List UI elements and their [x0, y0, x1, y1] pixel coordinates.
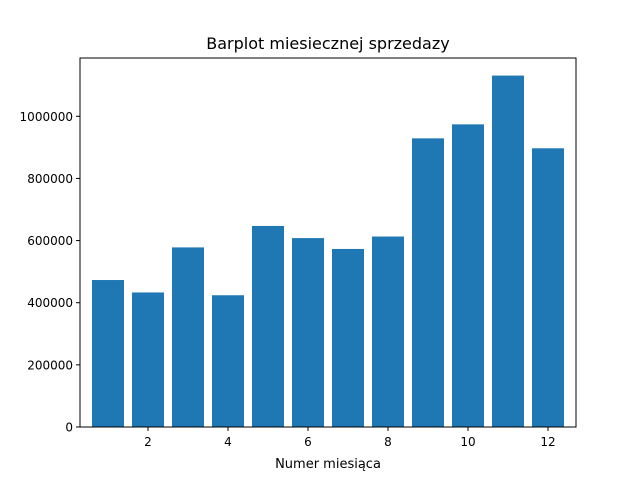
x-tick-label: 4: [224, 435, 232, 449]
x-tick-label: 6: [304, 435, 312, 449]
y-tick-label: 0: [65, 421, 73, 435]
y-tick-label: 600000: [27, 234, 73, 248]
x-tick-label: 2: [144, 435, 152, 449]
x-tick-label: 8: [384, 435, 392, 449]
bar-month-11: [492, 75, 524, 427]
x-axis-label: Numer miesiąca: [275, 457, 381, 472]
bar-month-8: [372, 236, 404, 427]
bar-month-3: [172, 247, 204, 427]
y-ticks: 0 200000 400000 600000 800000 1000000: [20, 110, 80, 435]
bar-month-2: [132, 292, 164, 427]
bar-month-6: [292, 238, 324, 427]
bar-month-7: [332, 248, 364, 427]
y-tick-label: 400000: [27, 296, 73, 310]
bar-month-12: [532, 148, 564, 427]
y-tick-label: 1000000: [20, 110, 73, 124]
x-ticks: 2 4 6 8 10 12: [144, 427, 556, 449]
x-tick-label: 10: [460, 435, 475, 449]
bar-month-5: [252, 225, 284, 427]
bar-month-4: [212, 295, 244, 427]
bar-month-10: [452, 124, 484, 428]
x-tick-label: 12: [540, 435, 555, 449]
bar-month-9: [412, 138, 444, 427]
chart-title: Barplot miesiecznej sprzedazy: [206, 34, 449, 53]
y-tick-label: 200000: [27, 358, 73, 372]
bars-group: [92, 75, 564, 428]
y-tick-label: 800000: [27, 172, 73, 186]
axes-group: [79, 57, 577, 428]
bar-month-1: [92, 280, 124, 427]
plot-frame: [79, 57, 577, 428]
